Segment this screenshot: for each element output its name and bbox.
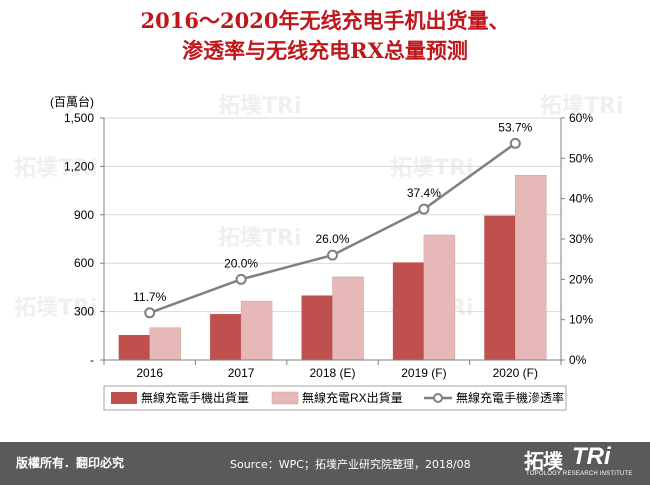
legend-swatch-rx xyxy=(271,391,299,405)
legend-box xyxy=(103,385,567,411)
legend-swatch-rate-marker xyxy=(433,393,443,403)
bar-rx xyxy=(332,276,364,361)
y-left-tick-label: 600 xyxy=(74,256,94,270)
source-text: Source：WPC；拓墣产业研究院整理，2018/08 xyxy=(230,458,471,471)
rate-data-label: 26.0% xyxy=(315,232,349,246)
rate-marker xyxy=(235,273,247,285)
bar-rx xyxy=(149,327,181,361)
legend-label-shipments: 無線充電手機出貨量 xyxy=(141,390,249,405)
y-right-tick-label: 10% xyxy=(569,313,593,327)
bar-shipments xyxy=(301,295,333,360)
y-right-tick-label: 20% xyxy=(569,272,593,286)
rate-data-label: 11.7% xyxy=(133,290,166,304)
y-right-tick-label: 60% xyxy=(569,111,593,125)
y-left-tick-label: 900 xyxy=(74,208,94,222)
legend-swatch-shipments xyxy=(111,392,137,404)
rate-data-label: 53.7% xyxy=(498,120,532,134)
chart-frame: (百萬台) 11.7% 20.0% 26.0% 37.4% 53.7% - 300 600 9… xyxy=(10,88,640,440)
y-right-tick-label: 0% xyxy=(569,353,587,367)
bar-shipments xyxy=(210,314,242,360)
y-axis-unit-label: (百萬台) xyxy=(50,94,94,109)
y-left-tick-label: - xyxy=(90,353,94,367)
copyright-text: 版權所有．翻印必究 xyxy=(16,456,125,470)
bar-rx xyxy=(240,300,273,361)
rate-data-label: 37.4% xyxy=(407,186,441,200)
logo-chinese: 拓墣 xyxy=(524,449,563,473)
y-left-tick-label: 1,500 xyxy=(64,111,94,125)
x-tick-label: 2016 xyxy=(136,366,163,380)
y-right-tick-label: 30% xyxy=(569,232,593,246)
legend-label-rate: 無線充電手機滲透率 xyxy=(456,390,564,405)
y-left-tick-label: 300 xyxy=(74,305,94,319)
rate-marker xyxy=(509,137,521,149)
bar-shipments xyxy=(392,262,424,360)
rate-marker xyxy=(418,203,430,215)
bar-shipments xyxy=(118,334,150,360)
logo-subtitle: TOPOLOGY RESEARCH INSTITUTE xyxy=(526,471,633,477)
logo-tri: TRi xyxy=(572,443,611,470)
title-line-1: 2016～2020年无线充电手机出货量、 xyxy=(140,8,510,33)
legend-label-rx: 無線充電RX出貨量 xyxy=(302,390,403,405)
rate-data-label: 20.0% xyxy=(224,256,258,270)
combo-chart: (百萬台) 11.7% 20.0% 26.0% 37.4% 53.7% - 300 600 9… xyxy=(50,94,593,411)
x-tick-label: 2018 (E) xyxy=(309,366,355,380)
topology-logo: 拓墣 TRi TOPOLOGY RESEARCH INSTITUTE xyxy=(524,443,640,481)
rate-marker xyxy=(144,307,156,319)
bar-rx xyxy=(515,175,547,361)
x-tick-label: 2019 (F) xyxy=(401,366,446,380)
x-tick-label: 2017 xyxy=(228,366,255,380)
chart-title: 2016～2020年无线充电手机出货量、 渗透率与无线充电RX总量预测 xyxy=(0,6,650,66)
bar-shipments xyxy=(484,215,516,360)
footer-bar: 版權所有．翻印必究 Source：WPC；拓墣产业研究院整理，2018/08 拓… xyxy=(0,442,650,485)
title-line-2: 渗透率与无线充电RX总量预测 xyxy=(182,38,468,63)
y-left-tick-label: 1,200 xyxy=(64,159,94,173)
rate-marker xyxy=(327,249,338,261)
x-tick-label: 2020 (F) xyxy=(493,366,538,380)
y-right-tick-label: 50% xyxy=(569,151,593,165)
y-right-tick-label: 40% xyxy=(569,192,593,206)
bar-rx xyxy=(423,234,456,361)
